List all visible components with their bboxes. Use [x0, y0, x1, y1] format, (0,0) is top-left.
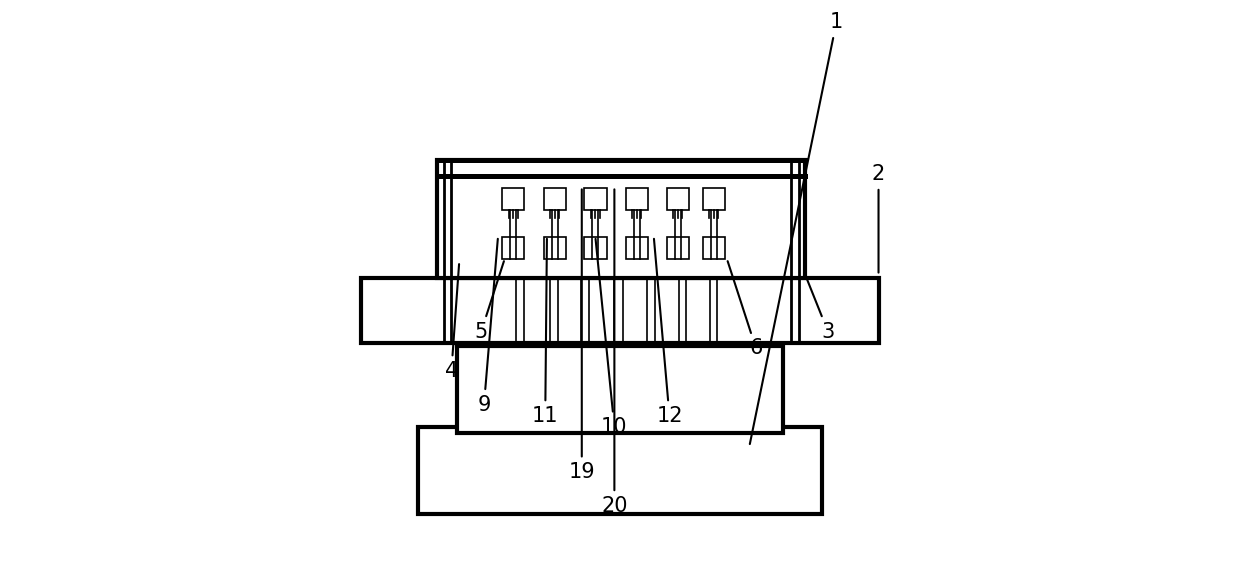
Bar — [626, 188, 649, 210]
Bar — [703, 237, 725, 259]
Bar — [667, 188, 689, 210]
Text: 5: 5 — [475, 261, 503, 342]
Text: 9: 9 — [477, 239, 497, 415]
Text: 11: 11 — [532, 239, 558, 426]
Bar — [502, 237, 525, 259]
Text: 12: 12 — [653, 239, 683, 426]
Bar — [543, 237, 565, 259]
Text: 19: 19 — [568, 189, 595, 482]
Bar — [502, 188, 525, 210]
Bar — [626, 237, 649, 259]
Bar — [667, 237, 689, 259]
Text: 6: 6 — [728, 261, 763, 359]
Bar — [584, 237, 606, 259]
Text: 1: 1 — [750, 12, 843, 444]
Bar — [438, 160, 806, 278]
Text: 20: 20 — [601, 189, 627, 516]
Bar — [458, 346, 782, 433]
Text: 2: 2 — [872, 164, 885, 273]
Bar — [418, 427, 822, 514]
Bar — [584, 188, 606, 210]
Text: 4: 4 — [445, 264, 459, 381]
Text: 3: 3 — [806, 278, 835, 342]
Bar — [543, 188, 565, 210]
Bar — [703, 188, 725, 210]
Bar — [362, 278, 878, 343]
Text: 10: 10 — [595, 239, 627, 437]
